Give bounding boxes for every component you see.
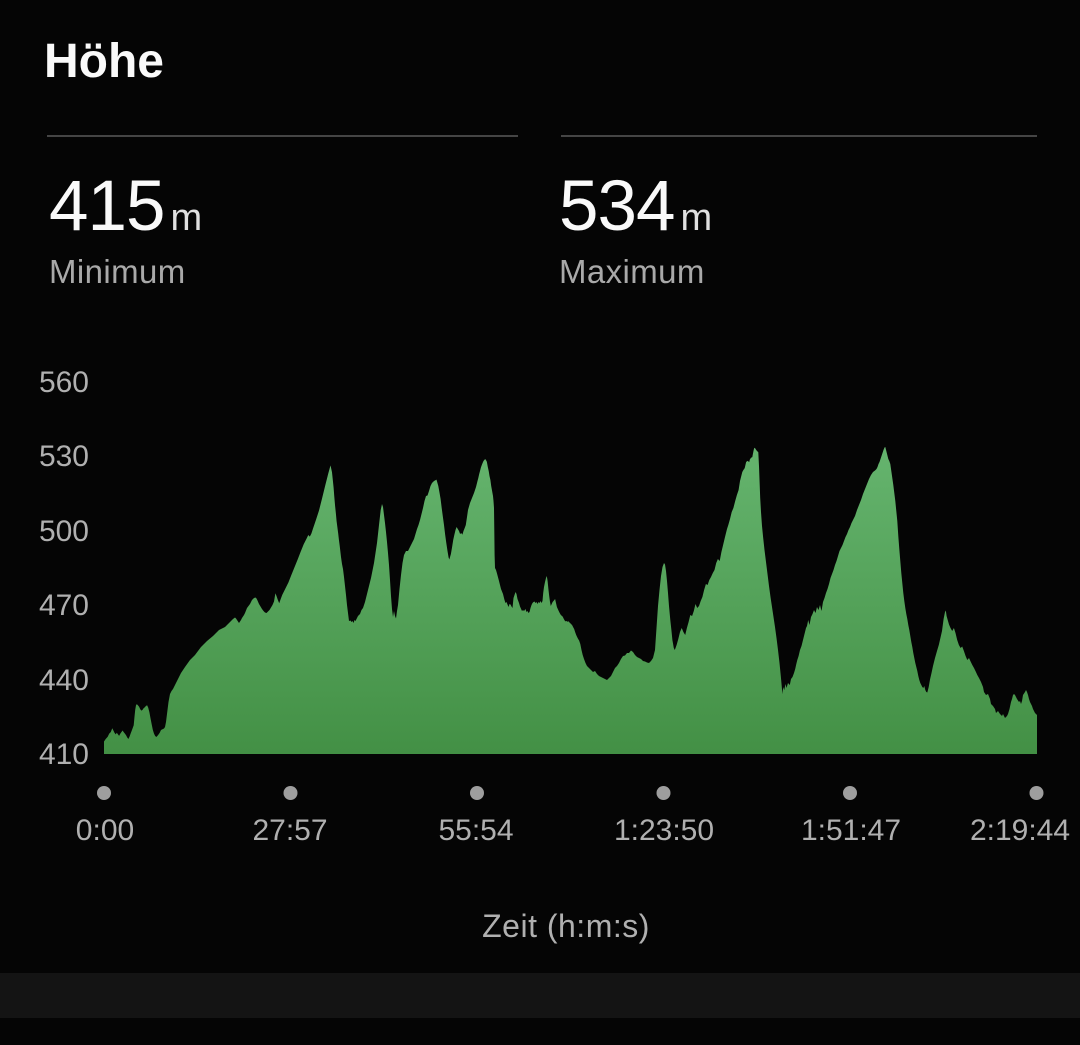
svg-text:Zeit (h:m:s): Zeit (h:m:s) <box>482 908 650 944</box>
svg-text:2:19:44: 2:19:44 <box>970 814 1070 847</box>
svg-text:0:00: 0:00 <box>76 814 134 847</box>
svg-text:560: 560 <box>39 366 89 399</box>
svg-text:1:23:50: 1:23:50 <box>614 814 714 847</box>
svg-text:440: 440 <box>39 664 89 697</box>
svg-text:410: 410 <box>39 738 89 771</box>
svg-text:1:51:47: 1:51:47 <box>801 814 901 847</box>
svg-text:530: 530 <box>39 440 89 473</box>
svg-text:500: 500 <box>39 515 89 548</box>
svg-text:55:54: 55:54 <box>438 814 513 847</box>
svg-text:470: 470 <box>39 589 89 622</box>
svg-text:27:57: 27:57 <box>252 814 327 847</box>
